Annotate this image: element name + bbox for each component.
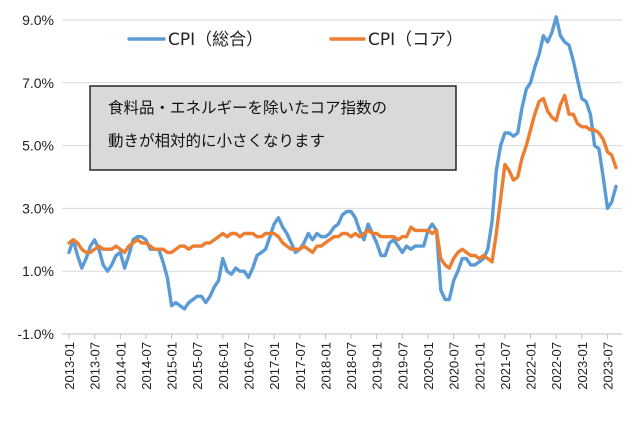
gridlines <box>62 19 622 335</box>
x-tick-label: 2019-07 <box>395 342 410 390</box>
x-tick-label: 2022-01 <box>524 342 539 390</box>
series-line-core <box>67 93 618 270</box>
legend-label: CPI（総合） <box>168 30 263 50</box>
x-tick-label: 2013-01 <box>62 342 77 390</box>
x-tick-label: 2023-07 <box>600 342 615 390</box>
x-tick-label: 2016-01 <box>216 342 231 390</box>
series-line-headline <box>67 15 618 311</box>
x-tick-label: 2015-01 <box>165 342 180 390</box>
y-tick-label: -1.0% <box>17 326 54 342</box>
x-axis-tick-labels: 2013-01 2013-07 2014-01 2014-07 2015-01 2015-… <box>62 342 615 390</box>
y-tick-label: 1.0% <box>22 263 54 279</box>
x-tick-label: 2015-07 <box>190 342 205 390</box>
x-tick-label: 2022-07 <box>549 342 564 390</box>
annotation-background <box>89 85 457 171</box>
x-tick-label: 2020-01 <box>421 342 436 390</box>
x-tick-label: 2020-07 <box>447 342 462 390</box>
annotation-line: 食料品・エネルギーを除いたコア指数の <box>108 99 387 117</box>
x-tick-label: 2013-07 <box>88 342 103 390</box>
x-tick-label: 2017-07 <box>293 342 308 390</box>
x-tick-label: 2021-07 <box>498 342 513 390</box>
x-tick-label: 2018-01 <box>318 342 333 390</box>
x-tick-label: 2014-01 <box>113 342 128 390</box>
legend-label: CPI（コア） <box>368 30 463 50</box>
y-tick-label: 9.0% <box>22 12 54 28</box>
annotation-line: 動きが相対的に小さくなります <box>108 132 325 150</box>
y-tick-label: 3.0% <box>22 200 54 216</box>
x-axis <box>62 333 622 339</box>
y-tick-label: 7.0% <box>22 75 54 91</box>
x-tick-label: 2018-07 <box>344 342 359 390</box>
legend: CPI（総合） CPI（コア） <box>127 30 463 50</box>
y-axis-tick-labels: -1.0% 1.0% 3.0% 5.0% 7.0% 9.0% <box>17 12 54 342</box>
y-tick-label: 5.0% <box>22 138 54 154</box>
x-tick-label: 2019-01 <box>370 342 385 390</box>
x-tick-label: 2023-01 <box>575 342 590 390</box>
x-tick-label: 2014-07 <box>139 342 154 390</box>
series-lines <box>67 15 618 311</box>
x-tick-label: 2017-01 <box>267 342 282 390</box>
x-tick-label: 2016-07 <box>241 342 256 390</box>
x-tick-label: 2021-01 <box>472 342 487 390</box>
